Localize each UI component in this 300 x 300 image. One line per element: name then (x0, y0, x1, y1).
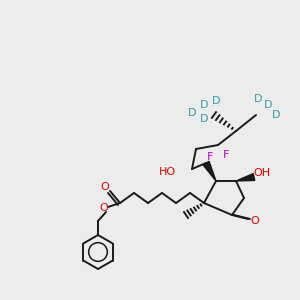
Text: D: D (200, 100, 208, 110)
Polygon shape (203, 161, 216, 181)
Text: D: D (200, 114, 208, 124)
Text: D: D (188, 108, 196, 118)
Polygon shape (236, 174, 255, 181)
Text: O: O (100, 182, 109, 192)
Text: OH: OH (254, 168, 271, 178)
Text: HO: HO (159, 167, 176, 177)
Text: D: D (212, 96, 220, 106)
Text: D: D (272, 110, 280, 120)
Text: D: D (254, 94, 262, 104)
Text: F: F (207, 152, 213, 162)
Text: O: O (250, 216, 260, 226)
Text: O: O (100, 203, 108, 213)
Text: D: D (264, 100, 272, 110)
Text: F: F (223, 150, 229, 160)
